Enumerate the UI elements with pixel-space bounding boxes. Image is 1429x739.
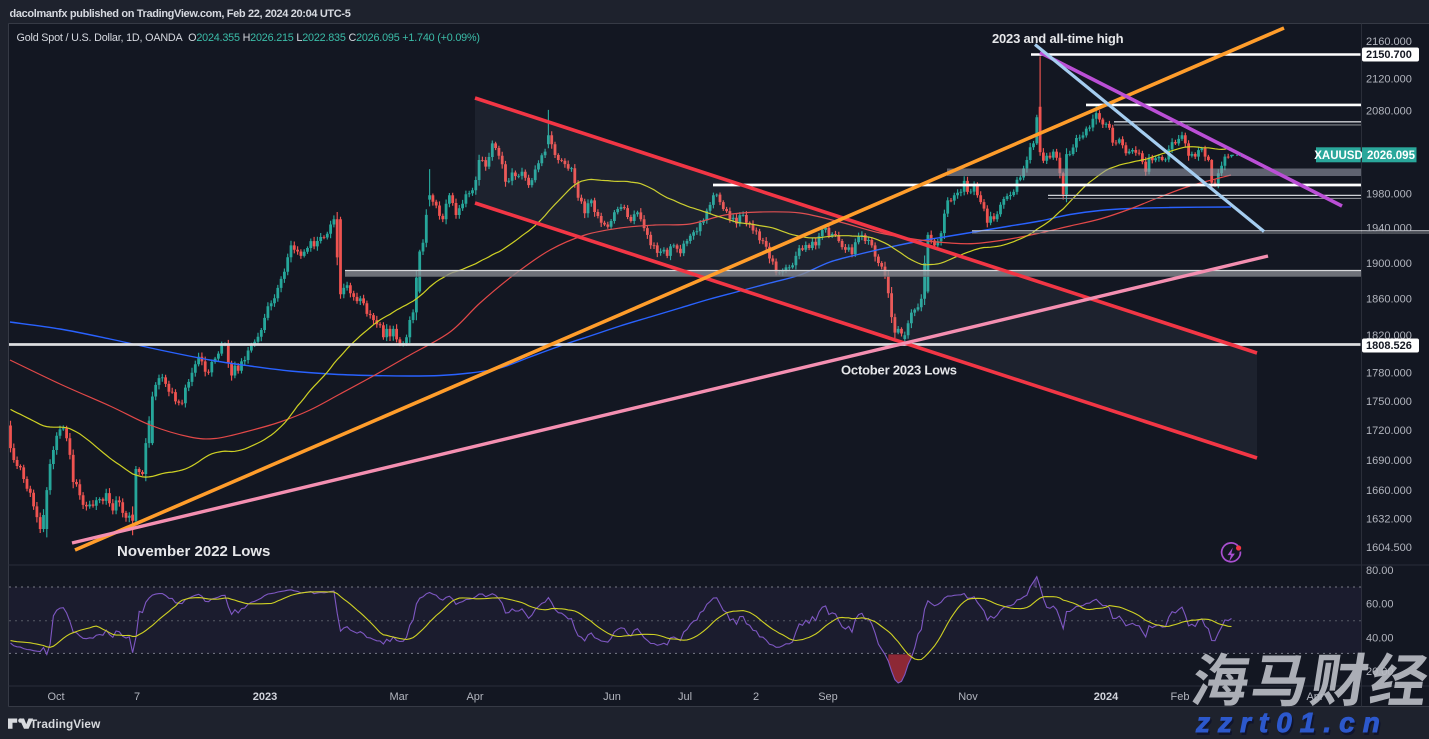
svg-text:60.00: 60.00 [1366, 599, 1394, 611]
svg-text:2: 2 [753, 691, 759, 703]
svg-text:2080.000: 2080.000 [1366, 106, 1412, 118]
svg-text:1860.000: 1860.000 [1366, 294, 1412, 306]
svg-text:November 2022 Lows: November 2022 Lows [117, 543, 270, 560]
svg-text:1720.000: 1720.000 [1366, 425, 1412, 437]
svg-text:Apr: Apr [466, 691, 483, 703]
svg-text:October 2023 Lows: October 2023 Lows [841, 363, 957, 378]
svg-text:1660.000: 1660.000 [1366, 485, 1412, 497]
svg-text:1690.000: 1690.000 [1366, 455, 1412, 467]
svg-text:Mar: Mar [390, 691, 409, 703]
svg-text:Jun: Jun [603, 691, 621, 703]
svg-text:zzrt01.cn: zzrt01.cn [1195, 707, 1388, 738]
svg-text:2026.095: 2026.095 [1367, 150, 1416, 162]
svg-text:Jul: Jul [678, 691, 692, 703]
svg-text:Gold Spot / U.S. Dollar, 1D, O: Gold Spot / U.S. Dollar, 1D, OANDA O2024… [17, 32, 480, 44]
svg-text:2120.000: 2120.000 [1366, 74, 1412, 86]
svg-text:TradingView: TradingView [30, 717, 101, 731]
svg-text:1900.000: 1900.000 [1366, 258, 1412, 270]
svg-text:7: 7 [134, 691, 140, 703]
svg-text:2150.700: 2150.700 [1366, 49, 1412, 61]
svg-text:1940.000: 1940.000 [1366, 223, 1412, 235]
svg-text:1808.526: 1808.526 [1366, 340, 1412, 352]
svg-text:dacolmanfx published on Tradin: dacolmanfx published on TradingView.com,… [10, 8, 351, 20]
svg-text:1780.000: 1780.000 [1366, 368, 1412, 380]
svg-text:1980.000: 1980.000 [1366, 188, 1412, 200]
svg-text:40.00: 40.00 [1366, 632, 1394, 644]
svg-text:Feb: Feb [1171, 691, 1190, 703]
svg-text:Nov: Nov [958, 691, 978, 703]
svg-text:zzrt01.cn: zzrt01.cn [1197, 710, 1390, 739]
svg-text:Oct: Oct [47, 691, 64, 703]
svg-text:80.00: 80.00 [1366, 565, 1394, 577]
svg-text:1604.500: 1604.500 [1366, 542, 1412, 554]
svg-text:2160.000: 2160.000 [1366, 36, 1412, 48]
svg-text:2023 and all-time high: 2023 and all-time high [992, 31, 1124, 46]
svg-text:2024: 2024 [1094, 691, 1119, 703]
svg-text:2023: 2023 [253, 691, 277, 703]
svg-text:1750.000: 1750.000 [1366, 396, 1412, 408]
svg-text:1632.000: 1632.000 [1366, 514, 1412, 526]
svg-text:XAUUSD: XAUUSD [1314, 150, 1363, 162]
svg-text:Sep: Sep [818, 691, 838, 703]
